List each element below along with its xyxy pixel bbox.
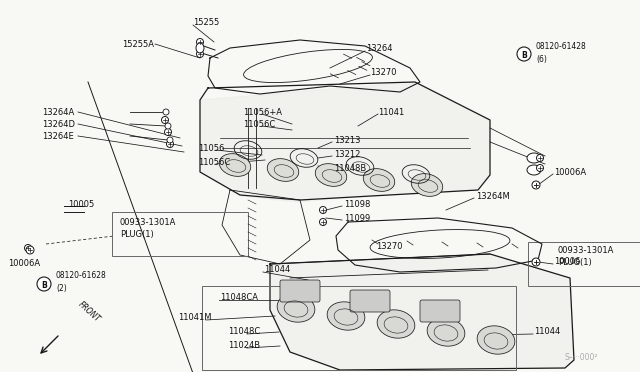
Bar [202,286,516,370]
Text: 11056C: 11056C [243,119,275,128]
Circle shape [536,164,543,171]
Circle shape [165,123,171,129]
Circle shape [163,109,169,115]
Circle shape [319,218,326,225]
Text: PLUG(1): PLUG(1) [120,230,154,238]
Text: 13270: 13270 [370,67,397,77]
Text: 11041: 11041 [378,108,404,116]
Text: 00933-1301A: 00933-1301A [120,218,177,227]
Circle shape [26,246,34,254]
Text: 00933-1301A: 00933-1301A [558,246,614,254]
Text: 08120-61428: 08120-61428 [536,42,587,51]
Text: 11041M: 11041M [178,314,211,323]
Circle shape [161,116,168,124]
FancyBboxPatch shape [420,300,460,322]
Circle shape [167,137,173,143]
Text: 11024B: 11024B [228,341,260,350]
FancyBboxPatch shape [280,280,320,302]
Ellipse shape [527,165,541,175]
Text: 11099: 11099 [344,214,371,222]
Text: 10006A: 10006A [554,167,586,176]
Text: 11056+A: 11056+A [243,108,282,116]
Circle shape [196,38,204,45]
Text: 10006A: 10006A [8,260,40,269]
Text: 11048B: 11048B [334,164,366,173]
Ellipse shape [220,154,251,176]
Circle shape [24,244,31,251]
Text: 11098: 11098 [344,199,371,208]
Ellipse shape [196,43,204,53]
Text: 10006: 10006 [554,257,580,266]
Text: 08120-61628: 08120-61628 [56,272,107,280]
Ellipse shape [268,158,299,182]
Text: 13264A: 13264A [42,108,74,116]
Circle shape [532,181,540,189]
Ellipse shape [412,174,443,196]
Text: PLUG(1): PLUG(1) [558,257,592,266]
Ellipse shape [427,318,465,346]
Text: B: B [521,51,527,60]
Text: 11048C: 11048C [228,327,260,337]
Circle shape [536,154,543,161]
Polygon shape [200,82,490,202]
Circle shape [532,182,540,189]
Text: 11044: 11044 [534,327,560,337]
Ellipse shape [377,310,415,338]
Circle shape [37,277,51,291]
Circle shape [517,47,531,61]
Text: 13212: 13212 [334,150,360,158]
Polygon shape [270,254,574,370]
Text: 10005: 10005 [68,199,94,208]
FancyBboxPatch shape [350,290,390,312]
Text: 13270: 13270 [376,241,403,250]
Bar [112,212,248,256]
Text: 13264D: 13264D [42,119,75,128]
Text: 13264E: 13264E [42,131,74,141]
Ellipse shape [316,164,347,186]
Text: S–···000²: S–···000² [564,353,598,362]
Circle shape [532,258,540,266]
Circle shape [196,51,204,58]
Ellipse shape [277,294,315,322]
Circle shape [166,141,173,148]
Text: B: B [41,280,47,289]
Text: (6): (6) [536,55,547,64]
Text: 13213: 13213 [334,135,360,144]
Ellipse shape [327,302,365,330]
Text: 15255A: 15255A [122,39,154,48]
Text: 13264M: 13264M [476,192,509,201]
Text: 11056: 11056 [198,144,225,153]
Circle shape [319,206,326,214]
Text: 15255: 15255 [193,17,220,26]
Ellipse shape [364,169,395,191]
Text: 11056C: 11056C [198,157,230,167]
Circle shape [164,128,172,135]
Ellipse shape [527,153,541,163]
Text: FRONT: FRONT [76,300,101,324]
Bar [528,242,640,286]
Text: 11048CA: 11048CA [220,294,258,302]
Text: (2): (2) [56,285,67,294]
Text: 11044: 11044 [264,266,291,275]
Text: 13264: 13264 [366,44,392,52]
Ellipse shape [477,326,515,354]
Circle shape [532,259,540,266]
